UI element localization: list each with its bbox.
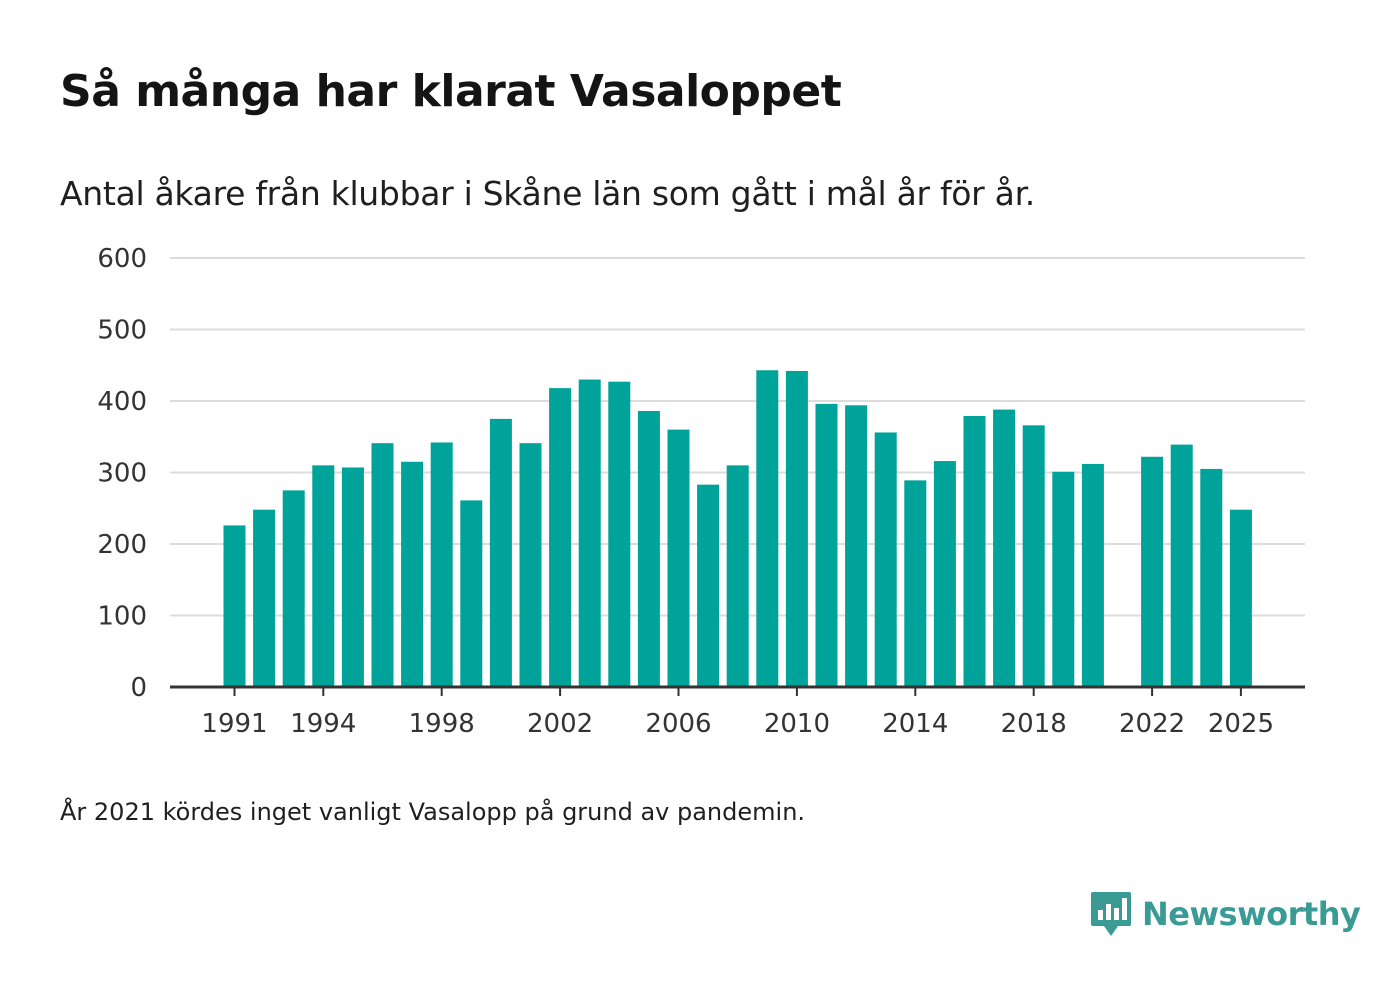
bar-2020 (1081, 463, 1104, 687)
x-tick-label-2006: 2006 (645, 709, 711, 739)
bars (223, 370, 1252, 687)
bar-2024 (1200, 468, 1223, 687)
bar-2023 (1170, 444, 1193, 687)
bar-2007 (697, 484, 720, 687)
bar-1996 (371, 443, 394, 687)
newsworthy-logo-icon (1091, 892, 1131, 936)
bar-chart: 0 100 200 300 400 500 600 1991 1994 1998 2002 2006 2… (97, 244, 1305, 739)
bar-2025 (1229, 509, 1252, 687)
x-tick-label-2010: 2010 (764, 709, 830, 739)
y-tick-label-0: 0 (130, 673, 147, 703)
bar-1994 (312, 465, 335, 687)
bar-2016 (963, 416, 986, 687)
bar-2000 (489, 418, 512, 687)
bar-2009 (756, 370, 779, 687)
bar-2015 (933, 461, 956, 687)
bar-2001 (519, 443, 542, 687)
bar-1991 (223, 525, 246, 687)
x-tick-label-2014: 2014 (882, 709, 948, 739)
x-tick-label-1994: 1994 (290, 709, 356, 739)
footnote: År 2021 kördes inget vanligt Vasalopp på… (60, 798, 806, 826)
x-tick-label-2025: 2025 (1208, 709, 1274, 739)
y-tick-label-100: 100 (97, 602, 147, 632)
brand-name: Newsworthy (1142, 895, 1361, 933)
bar-2013 (874, 432, 897, 687)
y-tick-label-600: 600 (97, 244, 147, 274)
x-tick-label-2018: 2018 (1001, 709, 1067, 739)
bar-1992 (253, 509, 276, 687)
bar-2019 (1052, 471, 1075, 687)
bar-2012 (845, 405, 868, 687)
y-tick-label-200: 200 (97, 530, 147, 560)
bar-2003 (578, 379, 601, 687)
bar-1999 (460, 500, 483, 687)
bar-1995 (341, 467, 364, 687)
chart-subtitle: Antal åkare från klubbar i Skåne län som… (60, 174, 1035, 213)
x-tick-label-2002: 2002 (527, 709, 593, 739)
y-tick-label-400: 400 (97, 387, 147, 417)
bar-2002 (549, 388, 572, 687)
bar-2014 (904, 480, 927, 687)
bar-1998 (430, 442, 453, 687)
x-tick-label-1991: 1991 (201, 709, 267, 739)
y-tick-label-500: 500 (97, 316, 147, 346)
brand-logo: Newsworthy (1090, 890, 1361, 938)
bar-2005 (637, 411, 660, 687)
x-tick-label-2022: 2022 (1119, 709, 1185, 739)
bar-1993 (282, 490, 305, 687)
bar-1997 (401, 461, 424, 687)
bar-2008 (726, 465, 749, 687)
bar-2004 (608, 381, 631, 687)
bar-2017 (993, 409, 1016, 687)
axes: 0 100 200 300 400 500 600 1991 1994 1998 2002 2006 2… (97, 244, 1305, 739)
x-tick-label-1998: 1998 (409, 709, 475, 739)
y-tick-label-300: 300 (97, 459, 147, 489)
chart-title: Så många har klarat Vasaloppet (60, 66, 842, 117)
bar-2022 (1141, 456, 1164, 687)
bar-2010 (785, 370, 808, 687)
bar-2018 (1022, 425, 1045, 687)
bar-2006 (667, 429, 690, 687)
bar-2011 (815, 403, 838, 687)
